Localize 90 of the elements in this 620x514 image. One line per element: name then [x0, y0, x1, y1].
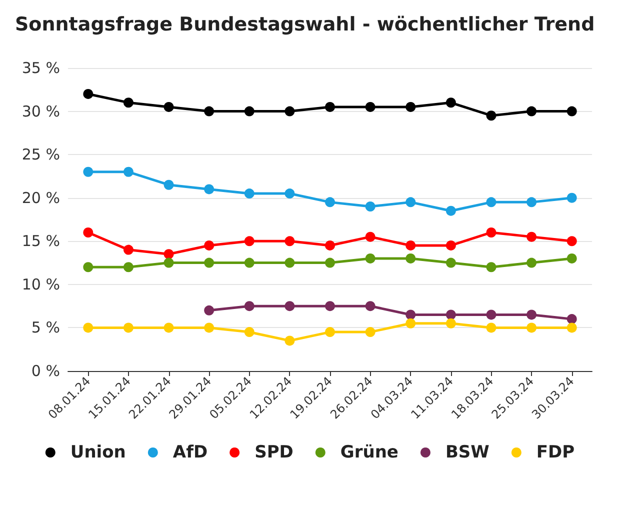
point [123, 244, 134, 255]
point [284, 336, 295, 346]
point [446, 310, 456, 320]
point [284, 188, 295, 199]
legend-label: Union [70, 442, 126, 462]
point [526, 106, 537, 116]
point [244, 327, 254, 338]
point [486, 310, 496, 320]
point [446, 206, 456, 216]
point [204, 184, 214, 194]
point [406, 240, 416, 250]
chart-title: Sonntagsfrage Bundestagswahl - wöchentlicher Trend [15, 14, 595, 36]
point [204, 305, 214, 316]
point [244, 301, 254, 312]
point [526, 197, 537, 208]
point [164, 249, 174, 260]
point [406, 310, 416, 320]
point [406, 197, 416, 208]
point [526, 232, 537, 242]
point [164, 102, 174, 112]
y-tick-label: 10 % [22, 275, 60, 294]
point [486, 262, 496, 272]
point [526, 310, 537, 320]
point [486, 110, 496, 121]
point [365, 202, 376, 212]
point [123, 262, 134, 272]
point [244, 188, 254, 199]
y-tick-label: 5 % [31, 318, 60, 337]
point [446, 258, 456, 268]
point [164, 180, 174, 190]
point [365, 253, 376, 264]
point [284, 301, 295, 312]
y-tick-label: 35 % [22, 59, 60, 77]
point [204, 258, 214, 268]
point [204, 322, 214, 333]
point [365, 327, 376, 338]
point [284, 106, 295, 116]
point [123, 322, 134, 333]
point [446, 98, 456, 108]
point [486, 227, 496, 238]
point [325, 102, 335, 112]
point [325, 197, 335, 208]
point [365, 102, 376, 112]
point [446, 240, 456, 250]
point [566, 253, 577, 264]
y-tick-label: 15 % [22, 232, 60, 250]
point [123, 98, 134, 108]
point [365, 232, 376, 242]
point [284, 236, 295, 246]
point [446, 318, 456, 328]
legend-label: Grüne [340, 442, 398, 462]
legend-label: BSW [445, 442, 490, 462]
point [325, 258, 335, 268]
point [164, 258, 174, 268]
point [244, 258, 254, 268]
point [486, 197, 496, 208]
point [566, 192, 577, 203]
point [244, 236, 254, 246]
point [566, 106, 577, 116]
point [365, 301, 376, 312]
point [486, 322, 496, 333]
y-tick-label: 0 % [31, 362, 60, 380]
point [123, 166, 134, 177]
point [406, 253, 416, 264]
point [566, 322, 577, 333]
point [204, 106, 214, 116]
point [406, 318, 416, 328]
point [566, 236, 577, 246]
legend-label: SPD [254, 442, 294, 462]
point [83, 262, 94, 272]
point [566, 314, 577, 324]
y-tick-label: 25 % [22, 146, 60, 164]
point [526, 322, 537, 333]
point [526, 258, 537, 268]
legend-label: AfD [172, 442, 208, 462]
point [325, 327, 335, 338]
point [83, 227, 94, 238]
point [164, 322, 174, 333]
point [244, 106, 254, 116]
legend-label: FDP [536, 442, 575, 462]
point [406, 102, 416, 112]
y-tick-label: 20 % [22, 188, 60, 207]
point [83, 88, 94, 99]
point [325, 240, 335, 250]
point [284, 258, 295, 268]
point [83, 322, 94, 333]
point [204, 240, 214, 250]
y-tick-label: 30 % [22, 102, 60, 120]
point [325, 301, 335, 312]
point [83, 166, 94, 177]
